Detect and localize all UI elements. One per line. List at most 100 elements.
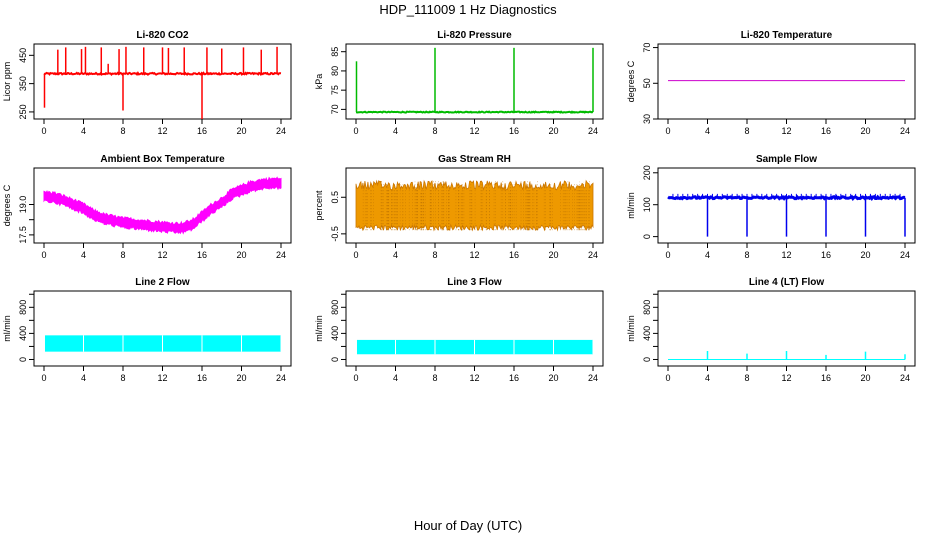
x-tick-label: 20: [860, 373, 870, 383]
y-tick-label: 0: [330, 357, 340, 362]
x-tick-label: 16: [509, 250, 519, 260]
x-tick-label: 8: [432, 126, 437, 136]
x-tick-label: 12: [781, 373, 791, 383]
chart-panel-9: Line 4 (LT) Flow 0 4 8 12 16 20 24 0 400 800 ml/min: [626, 277, 916, 383]
chart-title: Line 4 (LT) Flow: [749, 277, 825, 288]
chart-panel-2: Li-820 Pressure 0 4 8 12 16 20 24 70 75 80 85 kPa: [314, 30, 604, 136]
series-band: [43, 176, 282, 235]
chart-panel-8: Line 3 Flow 0 4 8 12 16 20 24 0 400 800 ml/min: [314, 277, 604, 383]
data-series: [356, 339, 594, 355]
x-tick-label: 4: [81, 126, 86, 136]
chart-title: Li-820 CO2: [136, 30, 189, 41]
y-tick-label: 450: [18, 48, 28, 63]
x-tick-label: 24: [276, 250, 286, 260]
y-tick-label: 19.0: [18, 196, 28, 214]
x-tick-label: 20: [548, 250, 558, 260]
x-tick-label: 12: [157, 373, 167, 383]
y-axis-label: Licor ppm: [2, 62, 12, 102]
chart-title: Sample Flow: [756, 154, 817, 165]
y-tick-label: 400: [18, 326, 28, 341]
chart-title: Gas Stream RH: [438, 154, 511, 165]
x-axis-label: Hour of Day (UTC): [413, 518, 523, 533]
y-axis-label: ml/min: [626, 315, 636, 342]
chart-title: Li-820 Temperature: [741, 30, 833, 41]
x-tick-label: 16: [197, 373, 207, 383]
x-tick-label: 20: [860, 250, 870, 260]
x-tick-label: 12: [781, 126, 791, 136]
chart-panel-6: Sample Flow 0 4 8 12 16 20 24 0 100 200 ml/min: [626, 154, 916, 260]
x-tick-label: 4: [81, 373, 86, 383]
chart-title: Li-820 Pressure: [437, 30, 512, 41]
x-tick-label: 8: [744, 373, 749, 383]
y-tick-label: -0.5: [330, 226, 340, 242]
y-axis-label: kPa: [314, 74, 324, 90]
y-tick-label: 0: [18, 357, 28, 362]
x-tick-label: 4: [393, 250, 398, 260]
y-axis-label: ml/min: [626, 192, 636, 219]
y-tick-label: 70: [330, 104, 340, 114]
data-series: [355, 47, 594, 114]
y-tick-label: 0.5: [330, 191, 340, 204]
data-series: [355, 179, 594, 232]
data-series: [667, 193, 906, 237]
y-tick-label: 17.5: [18, 226, 28, 244]
x-tick-label: 24: [588, 373, 598, 383]
x-tick-label: 16: [821, 250, 831, 260]
x-tick-label: 8: [744, 126, 749, 136]
x-tick-label: 20: [548, 373, 558, 383]
x-tick-label: 0: [353, 126, 358, 136]
y-tick-label: 30: [642, 114, 652, 124]
y-tick-label: 800: [642, 300, 652, 315]
x-tick-label: 8: [744, 250, 749, 260]
y-axis-label: percent: [314, 190, 324, 221]
y-tick-label: 85: [330, 47, 340, 57]
data-series: [43, 46, 282, 119]
y-tick-label: 800: [18, 300, 28, 315]
x-tick-label: 24: [588, 250, 598, 260]
y-axis-label: degrees C: [626, 60, 636, 102]
x-tick-label: 4: [705, 126, 710, 136]
page-title: HDP_111009 1 Hz Diagnostics: [379, 2, 557, 17]
x-tick-label: 24: [588, 126, 598, 136]
x-tick-label: 8: [432, 373, 437, 383]
y-tick-label: 0: [642, 234, 652, 239]
x-tick-label: 20: [548, 126, 558, 136]
data-series: [44, 335, 282, 352]
y-tick-label: 200: [642, 165, 652, 180]
x-tick-label: 8: [120, 126, 125, 136]
x-tick-label: 20: [236, 250, 246, 260]
plot-frame: [33, 290, 292, 367]
y-axis-label: ml/min: [2, 315, 12, 342]
x-tick-label: 4: [393, 126, 398, 136]
x-tick-label: 16: [197, 250, 207, 260]
plot-frame: [345, 290, 604, 367]
x-tick-label: 0: [665, 126, 670, 136]
x-tick-label: 0: [665, 373, 670, 383]
chart-panel-5: Gas Stream RH 0 4 8 12 16 20 24 -0.5 0.5 percent: [314, 154, 604, 260]
x-tick-label: 12: [157, 250, 167, 260]
y-tick-label: 400: [330, 326, 340, 341]
chart-title: Line 3 Flow: [447, 277, 502, 288]
y-tick-label: 50: [642, 78, 652, 88]
x-tick-label: 16: [197, 126, 207, 136]
x-tick-label: 0: [665, 250, 670, 260]
y-tick-label: 100: [642, 197, 652, 212]
x-tick-label: 24: [276, 373, 286, 383]
x-tick-label: 20: [860, 126, 870, 136]
y-tick-label: 70: [642, 43, 652, 53]
y-axis-label: degrees C: [2, 184, 12, 226]
x-tick-label: 4: [81, 250, 86, 260]
x-tick-label: 24: [900, 126, 910, 136]
x-tick-label: 0: [41, 250, 46, 260]
x-tick-label: 12: [781, 250, 791, 260]
x-tick-label: 16: [821, 373, 831, 383]
x-tick-label: 12: [157, 126, 167, 136]
chart-title: Ambient Box Temperature: [100, 154, 225, 165]
x-tick-label: 8: [120, 250, 125, 260]
chart-panel-3: Li-820 Temperature 0 4 8 12 16 20 24 30 50 70 degre…: [626, 30, 916, 136]
x-tick-label: 24: [900, 373, 910, 383]
x-tick-label: 4: [705, 250, 710, 260]
y-tick-label: 400: [642, 326, 652, 341]
y-tick-label: 800: [330, 300, 340, 315]
